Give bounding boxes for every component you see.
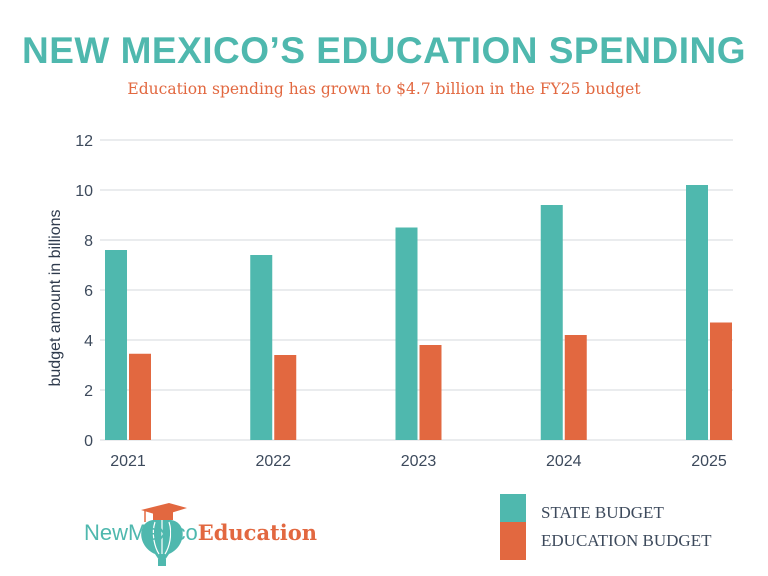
y-tick-label: 12: [75, 133, 93, 150]
bar-state-2023: [395, 227, 418, 440]
y-tick-label: 0: [84, 433, 93, 450]
y-tick-label: 10: [75, 183, 93, 200]
chart-subtitle: Education spending has grown to $4.7 bil…: [127, 80, 641, 98]
chart-title: NEW MEXICO’S EDUCATION SPENDING: [21, 30, 747, 71]
logo-text-education: Education: [197, 520, 318, 545]
x-tick-label: 2023: [401, 453, 437, 470]
bar-education-2021: [129, 353, 151, 440]
legend-item-education-budget: EDUCATION BUDGET: [500, 522, 711, 560]
y-tick-label: 8: [84, 233, 93, 250]
legend-swatch-education: [500, 522, 526, 560]
logo-text: NewMexicoEducation: [84, 520, 317, 546]
bar-education-2024: [564, 335, 587, 440]
bar-education-2023: [419, 345, 442, 440]
bar-state-2021: [105, 250, 127, 440]
bar-education-2022: [274, 355, 297, 440]
graduation-cap-balloon-icon: [141, 503, 187, 566]
bar-state-2024: [540, 205, 563, 440]
x-tick-label: 2022: [255, 453, 291, 470]
y-tick-label: 6: [84, 283, 93, 300]
y-tick-label: 2: [84, 383, 93, 400]
bar-education-2025: [710, 322, 732, 440]
bar-state-2025: [686, 185, 708, 440]
bar-state-2022: [250, 255, 273, 440]
x-tick-label: 2024: [546, 453, 582, 470]
x-tick-label: 2021: [110, 453, 146, 470]
legend-label: EDUCATION BUDGET: [541, 531, 712, 550]
x-tick-label: 2025: [691, 453, 727, 470]
logo-text-newmexico: NewMexico: [84, 520, 198, 545]
legend-label: STATE BUDGET: [541, 503, 664, 522]
y-tick-label: 4: [84, 333, 93, 350]
y-axis-label: budget amount in billions: [47, 209, 64, 386]
